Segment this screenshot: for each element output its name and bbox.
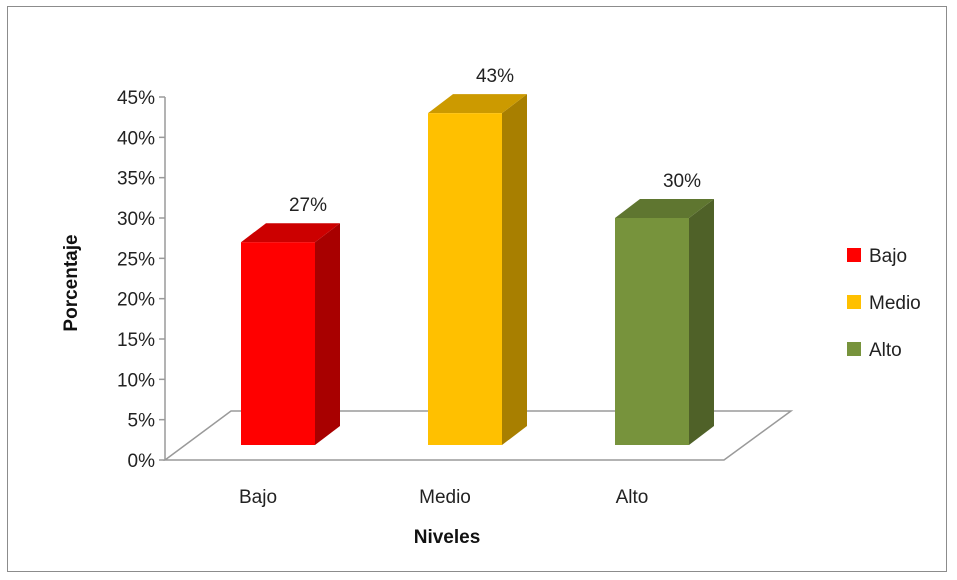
y-tick-label: 20% — [117, 290, 155, 311]
bar-front — [428, 113, 502, 445]
legend-item-bajo: Bajo — [847, 246, 907, 267]
bar-side — [502, 94, 527, 445]
x-tick-label: Bajo — [239, 487, 277, 508]
y-tick-label: 40% — [117, 128, 155, 149]
bar-front — [241, 242, 315, 445]
x-axis-group: Bajo Medio Alto — [239, 487, 648, 508]
legend-label: Medio — [869, 293, 921, 314]
bars-group: 27% 43% 30% — [241, 66, 714, 445]
data-label: 43% — [476, 66, 514, 87]
legend-swatch — [847, 342, 861, 356]
bar-side — [315, 223, 340, 445]
bar-bajo — [241, 223, 340, 445]
legend-item-medio: Medio — [847, 293, 921, 314]
y-tick-label: 35% — [117, 169, 155, 190]
legend-label: Bajo — [869, 246, 907, 267]
bar-medio — [428, 94, 527, 445]
y-tick-label: 10% — [117, 370, 155, 391]
y-tick-label: 15% — [117, 330, 155, 351]
x-axis-title: Niveles — [414, 527, 481, 548]
legend: Bajo Medio Alto — [847, 246, 921, 361]
legend-label: Alto — [869, 340, 902, 361]
data-label: 27% — [289, 195, 327, 216]
bar-front — [615, 218, 689, 445]
data-label: 30% — [663, 171, 701, 192]
y-tick-label: 0% — [128, 451, 156, 472]
legend-swatch — [847, 248, 861, 262]
y-tick-label: 30% — [117, 209, 155, 230]
y-axis-group: 0% 5% 10% 15% 20% 25% 30% 35% 40% 45% — [117, 88, 166, 472]
bar-top — [428, 94, 527, 114]
y-tick-label: 45% — [117, 88, 155, 109]
legend-swatch — [847, 295, 861, 309]
y-tick-label: 5% — [128, 411, 156, 432]
y-tick-label: 25% — [117, 249, 155, 270]
bar-top — [241, 223, 340, 243]
bar-top — [615, 199, 714, 218]
chart-floor — [162, 410, 794, 461]
x-tick-label: Alto — [616, 487, 649, 508]
x-tick-label: Medio — [419, 487, 471, 508]
y-axis-title: Porcentaje — [61, 234, 82, 331]
legend-item-alto: Alto — [847, 340, 902, 361]
chart-floor-group — [162, 410, 794, 461]
bar-side — [689, 199, 714, 445]
bar-alto — [615, 199, 714, 445]
